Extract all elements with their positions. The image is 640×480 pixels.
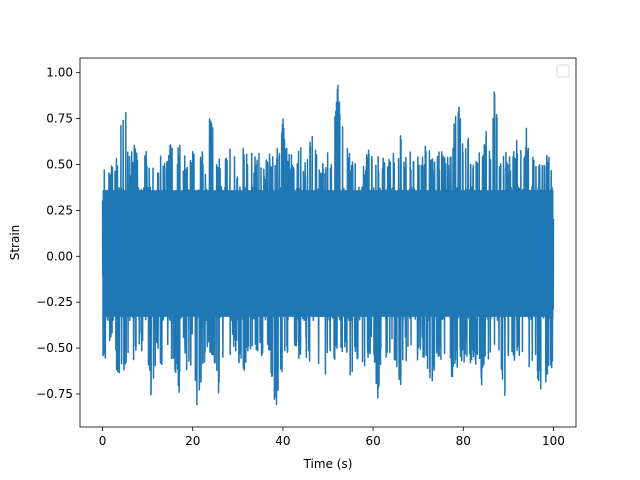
x-tick-label: 40 <box>275 434 290 448</box>
x-tick-label: 0 <box>99 434 107 448</box>
x-tick-label: 80 <box>456 434 471 448</box>
legend-box <box>556 64 570 78</box>
x-tick-label: 20 <box>185 434 200 448</box>
y-axis-ticks: −0.75 −0.50 −0.25 0.00 0.25 0.50 0.75 1.00 <box>36 66 80 401</box>
legend <box>556 64 570 78</box>
y-tick-label: 0.25 <box>46 203 73 217</box>
y-axis-label: Strain <box>8 225 22 261</box>
y-tick-label: −0.25 <box>36 295 73 309</box>
y-tick-label: 0.75 <box>46 112 73 126</box>
y-tick-label: 0.00 <box>46 249 73 263</box>
x-axis-label: Time (s) <box>303 457 353 471</box>
x-tick-label: 100 <box>542 434 565 448</box>
x-tick-label: 60 <box>365 434 380 448</box>
y-tick-label: −0.75 <box>36 387 73 401</box>
y-tick-label: −0.50 <box>36 341 73 355</box>
strain-series-core <box>102 190 554 317</box>
y-tick-label: 1.00 <box>46 66 73 80</box>
x-axis-ticks: 0 20 40 60 80 100 <box>99 427 565 448</box>
axes-frame <box>79 57 577 428</box>
series-strain <box>101 84 555 406</box>
y-tick-label: 0.50 <box>46 157 73 171</box>
